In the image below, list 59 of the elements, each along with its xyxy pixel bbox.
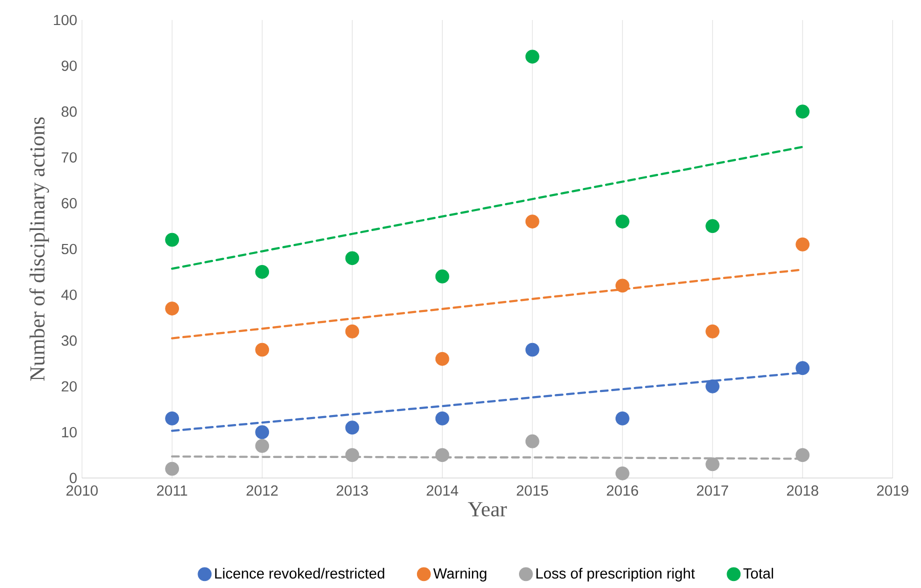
y-tick-label: 70 bbox=[62, 152, 77, 163]
point bbox=[525, 342, 540, 357]
point bbox=[345, 448, 360, 462]
point bbox=[255, 438, 270, 453]
x-tick-label: 2014 bbox=[426, 485, 458, 496]
x-tick-label: 2018 bbox=[787, 485, 818, 496]
point bbox=[525, 214, 540, 228]
y-tick-label: 50 bbox=[62, 244, 77, 254]
point bbox=[435, 352, 450, 366]
point bbox=[435, 270, 450, 284]
y-axis-title: Number of disciplinary actions bbox=[29, 117, 50, 381]
point bbox=[345, 251, 360, 266]
x-tick-label: 2011 bbox=[157, 485, 188, 496]
point bbox=[165, 412, 180, 426]
y-tick-label: 30 bbox=[62, 335, 77, 346]
point bbox=[616, 412, 630, 426]
point bbox=[435, 448, 450, 462]
y-tick-label: 60 bbox=[62, 198, 77, 208]
y-tick-label: 90 bbox=[62, 60, 77, 71]
x-tick-label: 2013 bbox=[336, 485, 368, 496]
x-tick-label: 2017 bbox=[696, 485, 728, 496]
point bbox=[706, 324, 720, 338]
point bbox=[255, 342, 270, 357]
point bbox=[796, 237, 810, 252]
point bbox=[616, 466, 630, 480]
point bbox=[706, 219, 720, 234]
point bbox=[525, 50, 540, 64]
point bbox=[525, 434, 540, 448]
point bbox=[165, 302, 180, 316]
point bbox=[255, 264, 270, 279]
y-tick-label: 0 bbox=[70, 472, 77, 484]
point bbox=[435, 412, 450, 426]
x-tick-label: 2015 bbox=[516, 485, 548, 496]
legend-label: Licence revoked/restricted bbox=[215, 568, 384, 579]
legend-label: Total bbox=[743, 568, 774, 579]
y-tick-label: 80 bbox=[62, 106, 77, 117]
x-axis-title: Year bbox=[468, 502, 507, 516]
point bbox=[165, 232, 180, 247]
y-tick-label: 40 bbox=[61, 290, 77, 300]
point bbox=[796, 361, 810, 376]
point bbox=[616, 278, 630, 293]
point bbox=[796, 104, 810, 119]
y-tick-label: 100 bbox=[54, 14, 77, 26]
point bbox=[616, 214, 630, 228]
point bbox=[255, 425, 270, 440]
point bbox=[345, 420, 360, 435]
point bbox=[796, 448, 810, 462]
y-tick-label: 10 bbox=[62, 427, 77, 438]
legend-label: Loss of prescription right bbox=[536, 568, 695, 582]
x-tick-label: 2019 bbox=[877, 485, 908, 496]
x-tick-label: 2016 bbox=[606, 485, 638, 496]
x-tick-label: 2010 bbox=[66, 485, 98, 496]
legend-label: Warning bbox=[433, 568, 486, 582]
point bbox=[706, 379, 720, 394]
point bbox=[165, 462, 180, 476]
x-tick-label: 2012 bbox=[246, 485, 278, 496]
point bbox=[706, 457, 720, 472]
point bbox=[345, 324, 360, 338]
y-tick-label: 20 bbox=[62, 381, 77, 392]
